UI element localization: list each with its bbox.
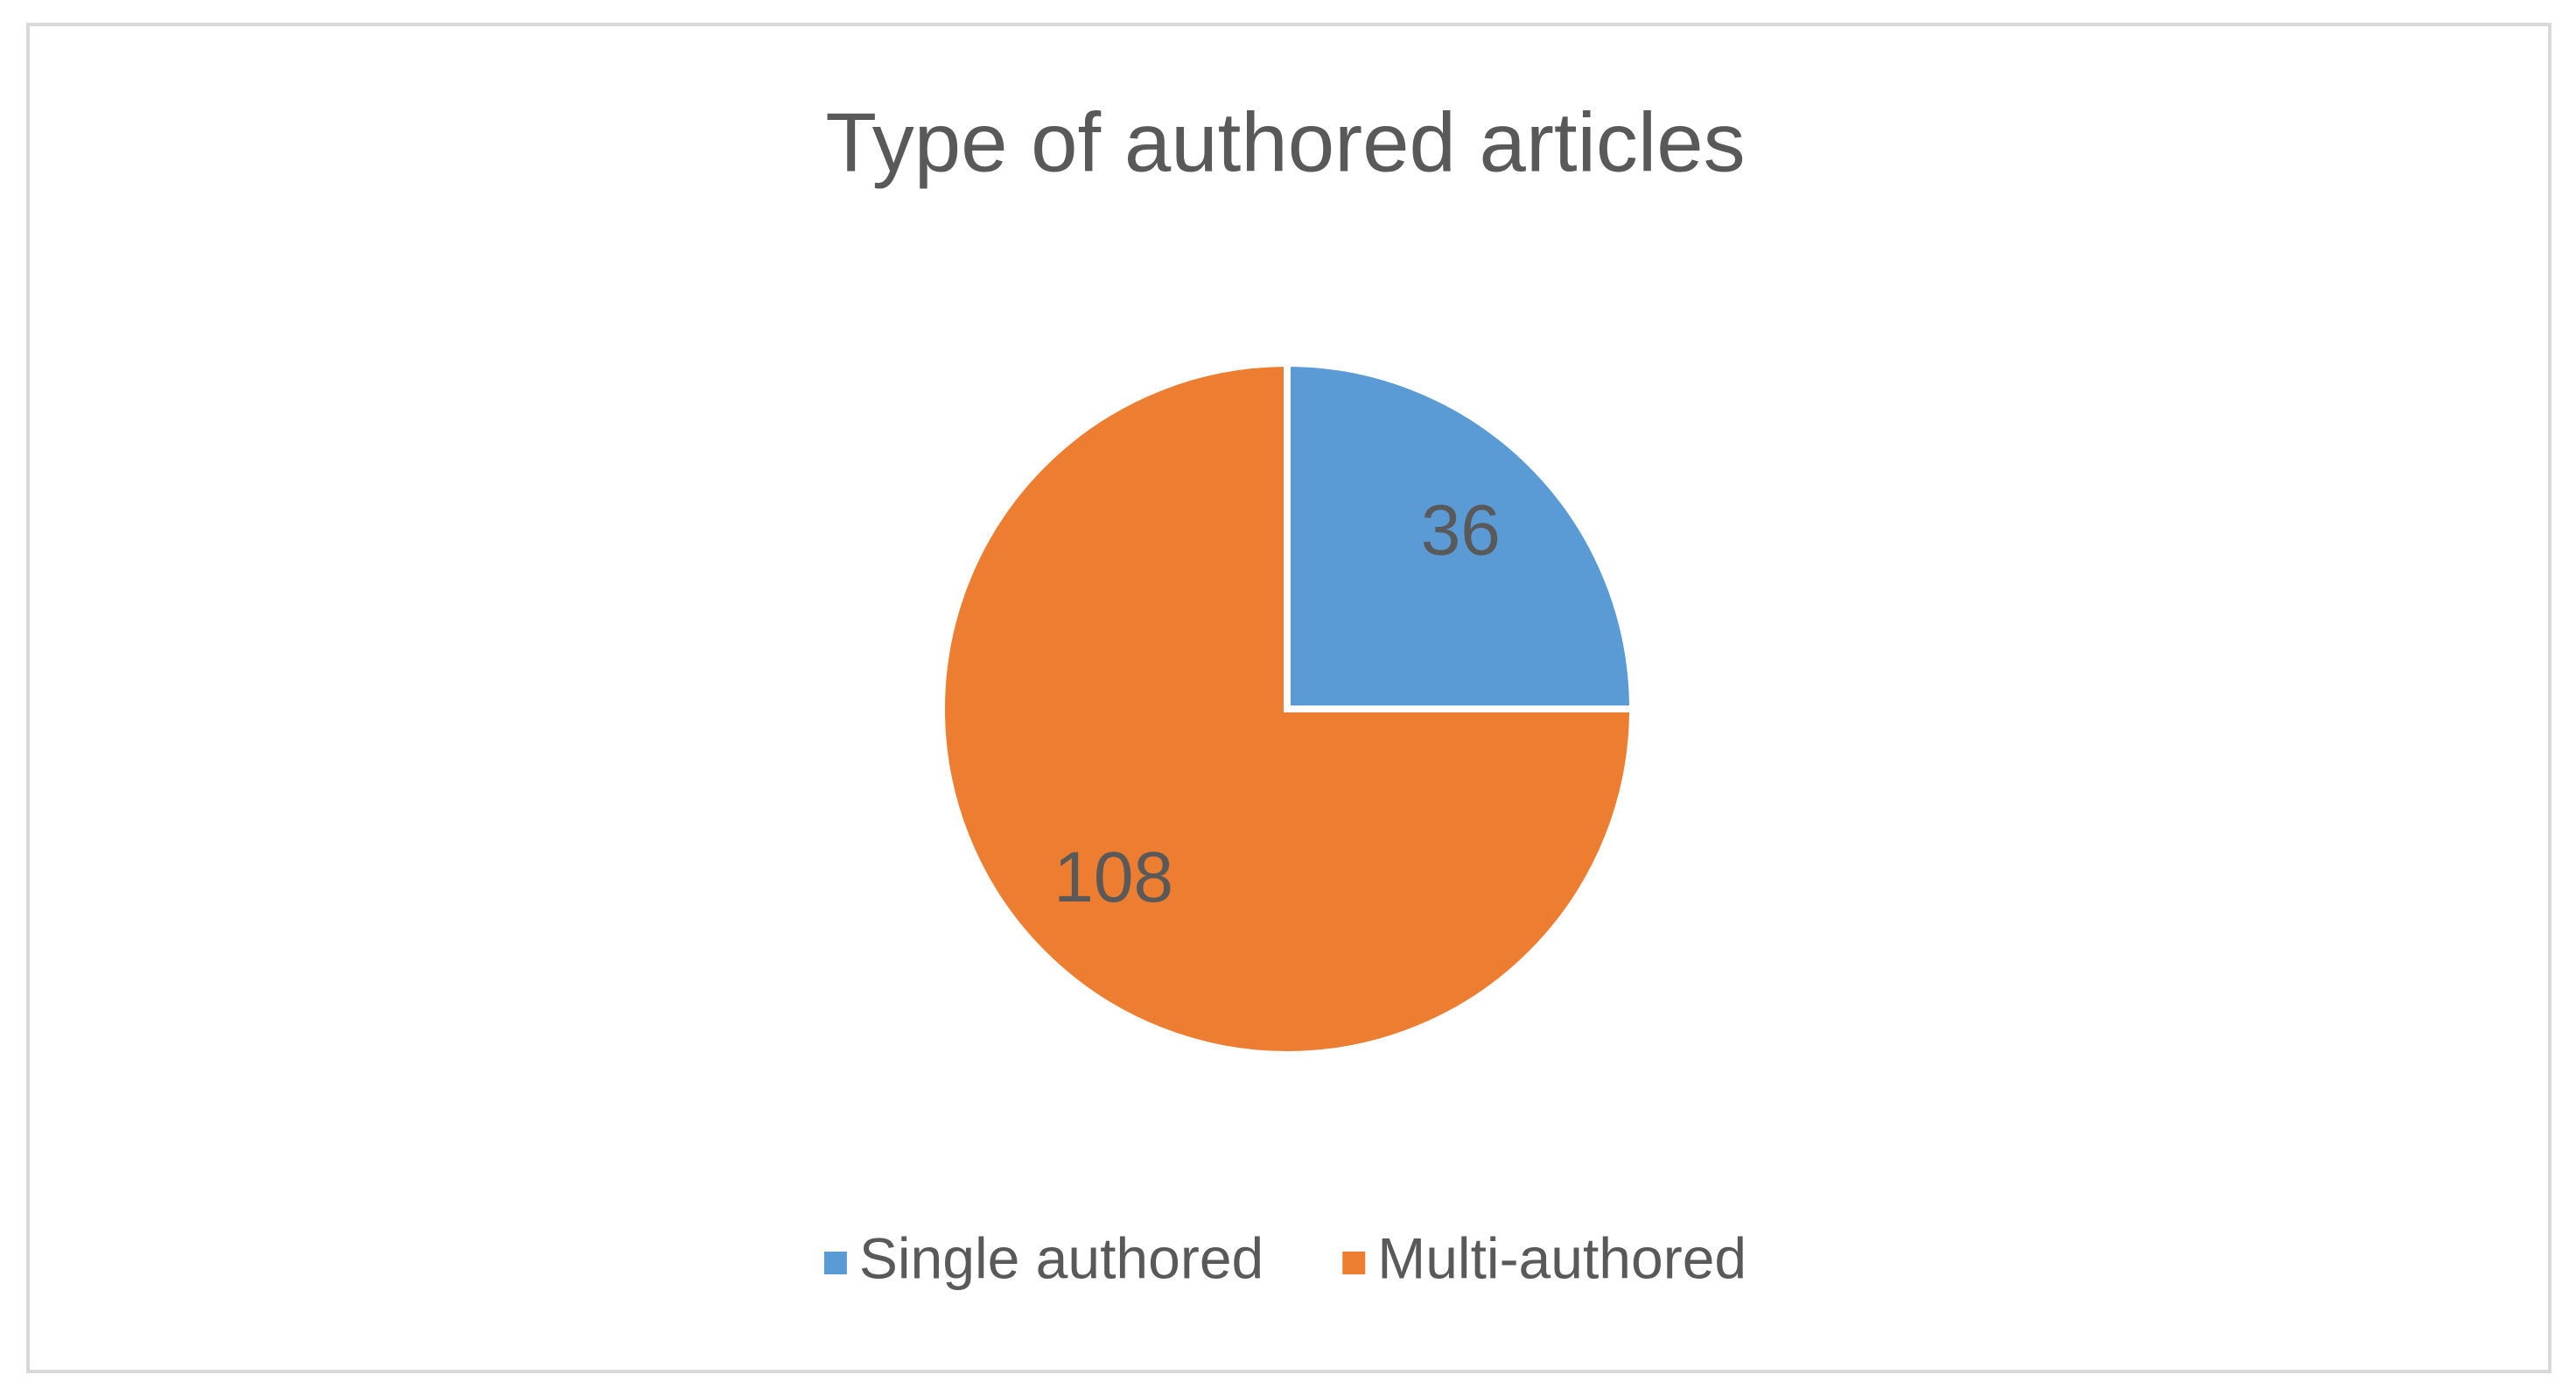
legend-swatch xyxy=(1342,1252,1366,1274)
data-label: 108 xyxy=(1054,838,1173,917)
legend-label: Single authored xyxy=(859,1225,1264,1290)
pie-slice xyxy=(1284,359,1637,712)
chart-title: Type of authored articles xyxy=(825,95,1745,189)
legend-swatch xyxy=(823,1252,847,1274)
legend-label: Multi-authored xyxy=(1377,1225,1746,1290)
data-label: 36 xyxy=(1421,490,1501,570)
pie-slice xyxy=(938,359,1637,1058)
